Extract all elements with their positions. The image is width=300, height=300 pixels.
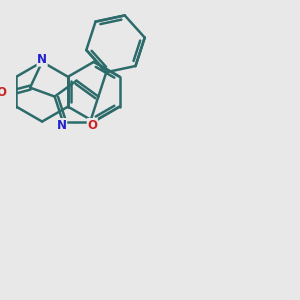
Text: O: O	[87, 118, 97, 132]
Text: O: O	[0, 86, 7, 99]
Text: N: N	[57, 118, 67, 132]
Text: N: N	[37, 53, 47, 66]
